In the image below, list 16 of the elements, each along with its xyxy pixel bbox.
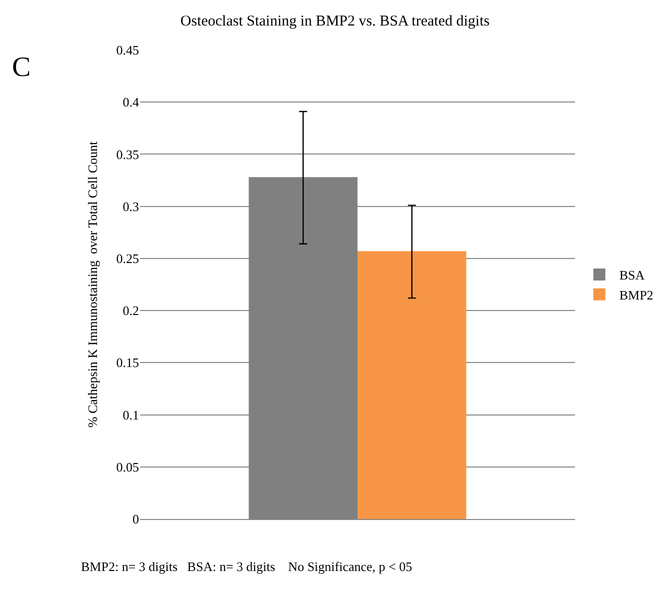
y-tick-label: 0.15 (116, 355, 139, 370)
y-tick-label: 0 (132, 512, 139, 527)
y-axis-title: % Cathepsin K Immunostaining over Total Cell Count (85, 140, 100, 428)
y-tick-label: 0.05 (116, 459, 139, 474)
legend-label: BSA (619, 268, 646, 283)
y-tick-label: 0.1 (122, 407, 139, 422)
y-tick-label: 0.35 (116, 146, 139, 162)
chart-title: Osteoclast Staining in BMP2 vs. BSA treated digits (180, 13, 490, 30)
y-tick-label: 0.4 (122, 94, 140, 110)
y-tick-label: 0.2 (122, 303, 139, 318)
y-tick-label: 0.25 (116, 250, 139, 266)
y-tick-label: 0.3 (122, 198, 139, 214)
text: C (12, 52, 31, 83)
legend-label: BMP2 (619, 287, 654, 302)
text: BMP2: n= 3 digits BSA: n= 3 digits No Significance, p < 05 (81, 559, 412, 574)
y-tick-label: 0.45 (116, 42, 139, 58)
